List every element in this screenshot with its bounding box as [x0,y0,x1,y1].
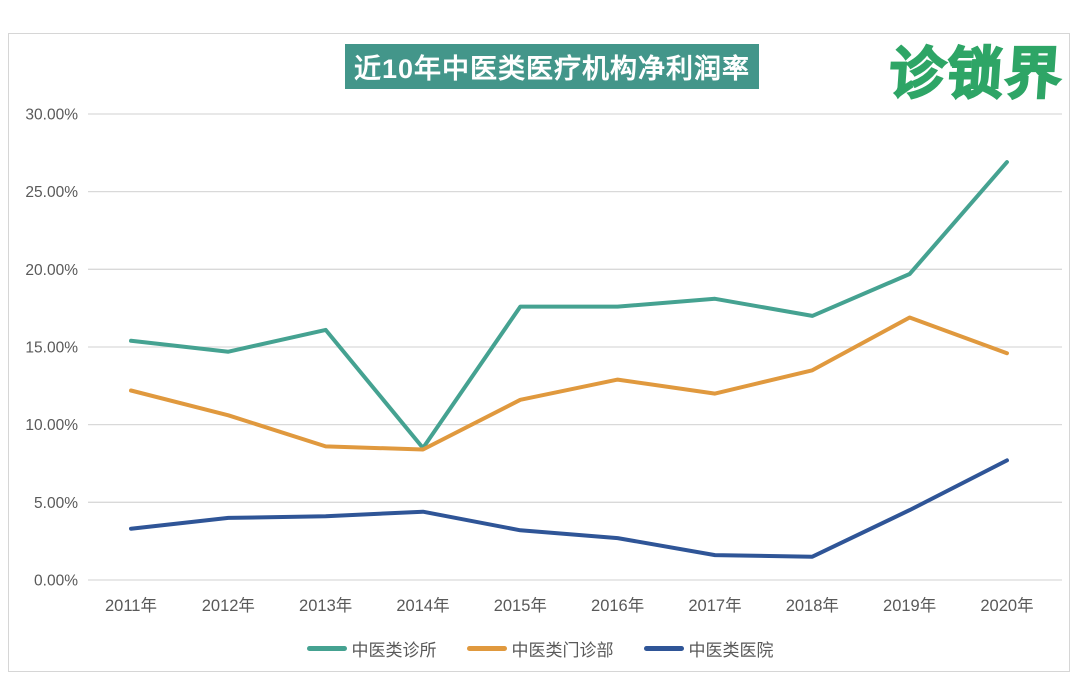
y-axis-tick-label: 10.00% [25,417,78,434]
y-axis-tick-label: 20.00% [25,262,78,279]
y-axis-tick-label: 5.00% [34,495,78,512]
chart-panel-border [8,33,1070,672]
x-axis-tick-label: 2016年 [591,596,644,615]
legend-line-marker [643,646,684,651]
x-axis-tick-label: 2017年 [688,596,741,615]
series-line-中医类门诊部 [129,315,1009,452]
y-axis-tick-label: 25.00% [25,184,78,201]
chart-title-banner: 近10年中医类医疗机构净利润率 [345,44,759,89]
legend-label: 中医类门诊部 [511,641,614,660]
x-axis-tick-label: 2018年 [786,596,839,615]
series-line-中医类医院 [129,458,1009,559]
brand-logo: 诊锁界 [886,28,1067,110]
x-axis-tick-label: 2012年 [202,596,255,615]
legend-item: 中医类医院 [643,636,774,661]
x-axis-tick-label: 2020年 [980,596,1033,615]
x-axis-tick-label: 2014年 [396,596,449,615]
legend-item: 中医类门诊部 [466,636,614,661]
brand-logo-text: 诊锁界 [886,41,1066,106]
y-axis-tick-label: 30.00% [25,106,78,123]
x-axis-tick-label: 2011年 [105,596,157,615]
legend-item: 中医类诊所 [306,636,437,661]
legend-line-marker [466,646,507,651]
y-axis-tick-label: 15.00% [25,339,78,356]
legend-label: 中医类医院 [688,641,774,660]
chart-title: 近10年中医类医疗机构净利润率 [353,54,751,84]
legend-label: 中医类诊所 [351,641,437,660]
y-axis-tick-label: 0.00% [34,573,78,590]
x-axis-tick-label: 2015年 [494,596,547,615]
legend-line-marker [306,646,347,651]
series-line-中医类诊所 [129,160,1009,450]
x-axis-tick-label: 2019年 [883,596,936,615]
chart-legend: 中医类诊所 中医类门诊部 中医类医院 [0,636,1080,661]
x-axis-tick-label: 2013年 [299,596,352,615]
